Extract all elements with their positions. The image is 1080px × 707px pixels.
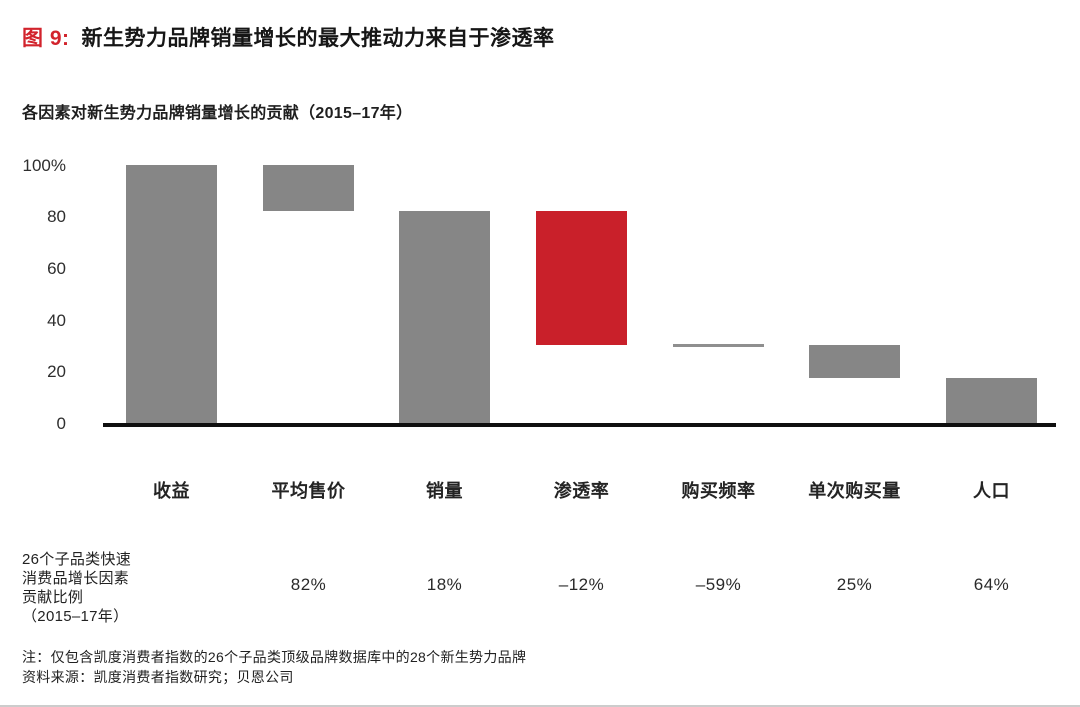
x-axis-line [103,423,1056,427]
comparison-value-penetration: –12% [558,575,605,594]
comparison-value-volume: 18% [426,575,463,594]
comparison-row-label-line: （2015–17年） [22,608,129,625]
source-line: 资料来源：凯度消费者指数研究；贝恩公司 [22,669,294,685]
category-label-avg-selling-price: 平均售价 [271,481,346,501]
comparison-value-avg-selling-price: 82% [290,575,327,594]
category-label-revenue: 收益 [153,481,190,501]
comparison-value-population: 64% [973,575,1010,594]
category-label-penetration: 渗透率 [553,481,610,501]
comparison-row-label-line: 消费品增长因素 [22,570,130,587]
figure-header: 图 9: 新生势力品牌销量增长的最大推动力来自于渗透率 [22,22,555,50]
note-line: 注：仅包含凯度消费者指数的26个子品类顶级品牌数据库中的28个新生势力品牌 [22,649,527,665]
comparison-value-volume-per-trip: 25% [836,575,873,594]
y-tick-60: 60 [47,258,66,278]
comparison-row-label: 26个子品类快速 消费品增长因素 贡献比例 （2015–17年） [22,550,131,626]
bar-avg-selling-price [263,164,354,212]
chart-subtitle: 各因素对新生势力品牌销量增长的贡献（2015–17年） [22,105,413,122]
figure-title: 新生势力品牌销量增长的最大推动力来自于渗透率 [81,27,555,50]
comparison-row-label-line: 贡献比例 [22,589,84,606]
y-tick-40: 40 [47,310,66,330]
bar-penetration [536,211,627,346]
category-label-population: 人口 [973,481,1010,501]
figure-number-label: 图 9: [22,27,70,50]
y-tick-20: 20 [47,362,66,382]
comparison-row-label-line: 26个子品类快速 [22,551,132,568]
category-label-volume-per-trip: 单次购买量 [808,481,901,501]
category-label-purchase-frequency: 购买频率 [681,481,756,501]
y-tick-100: 100% [22,155,66,175]
y-tick-80: 80 [47,207,66,227]
bar-volume-per-trip [809,345,900,378]
bar-revenue [126,164,217,423]
bar-volume [399,211,490,423]
footnotes: 注：仅包含凯度消费者指数的26个子品类顶级品牌数据库中的28个新生势力品牌 资料… [22,647,526,687]
bar-population [946,377,1037,423]
y-tick-0: 0 [56,414,66,433]
category-label-volume: 销量 [426,481,463,501]
comparison-value-purchase-frequency: –59% [695,575,742,594]
flat-line-purchase-frequency [673,344,764,348]
